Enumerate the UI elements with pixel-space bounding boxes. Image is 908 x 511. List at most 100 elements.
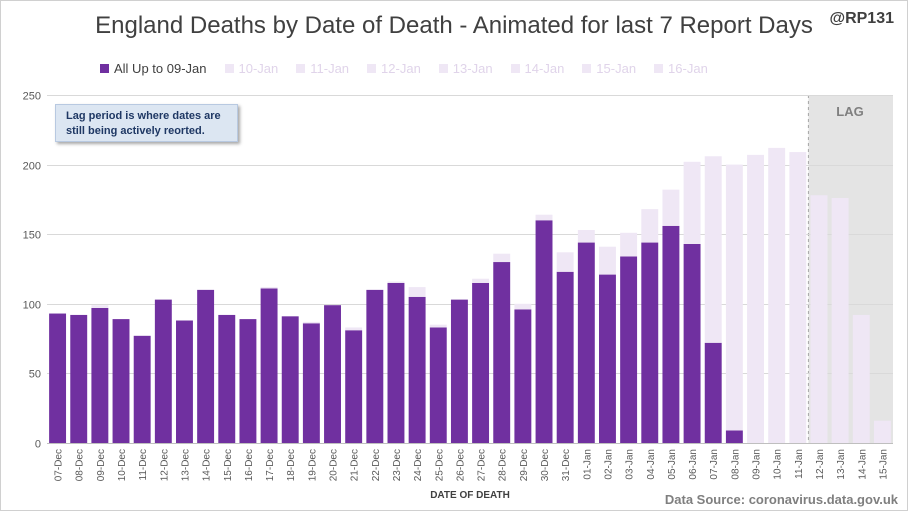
legend-label: 10-Jan: [238, 60, 279, 76]
x-tick-label: 20-Dec: [329, 449, 340, 481]
legend-item: 16-Jan: [654, 61, 708, 76]
x-tick-label: 25-Dec: [434, 449, 445, 481]
bar-base: [620, 256, 638, 443]
x-tick-label: 17-Dec: [265, 449, 276, 481]
bar-base: [725, 430, 743, 443]
x-tick-label: 05-Jan: [667, 449, 678, 480]
legend-swatch: [582, 63, 592, 73]
x-tick-label: 12-Jan: [815, 449, 826, 480]
bar-base: [91, 307, 109, 443]
x-tick-label: 08-Dec: [75, 449, 86, 481]
bar-later: [472, 278, 490, 283]
legend-swatch: [224, 63, 234, 73]
legend-label: 14-Jan: [524, 60, 565, 76]
legend-label: 13-Jan: [452, 60, 493, 76]
data-source: Data Source: coronavirus.data.gov.uk: [664, 492, 898, 507]
x-tick-label: 29-Dec: [519, 449, 530, 481]
bar-later: [387, 281, 405, 283]
x-tick-label: 31-Dec: [561, 449, 572, 481]
x-axis-title: DATE OF DEATH: [430, 490, 510, 501]
x-tick-label: 15-Jan: [878, 449, 889, 480]
legend-item: 12-Jan: [367, 61, 421, 76]
legend-label: 11-Jan: [310, 60, 350, 76]
bar-base: [641, 242, 659, 443]
legend-label: 15-Jan: [596, 60, 637, 76]
bar-later: [535, 214, 553, 221]
bar-base: [176, 320, 193, 443]
bar-later: [302, 321, 320, 324]
x-tick-label: 08-Jan: [730, 449, 741, 480]
bar-later: [429, 324, 447, 328]
legend-swatch: [510, 63, 520, 73]
legend-label: All Up to 09-Jan: [114, 60, 207, 76]
bar-base: [218, 314, 236, 443]
y-tick-label: 250: [23, 91, 41, 103]
bar-base: [493, 262, 511, 443]
chart-title: England Deaths by Date of Death - Animat…: [95, 12, 813, 39]
bar-base: [535, 220, 553, 443]
x-tick-label: 07-Dec: [54, 449, 65, 481]
x-tick-label: 18-Dec: [286, 449, 297, 481]
x-tick-label: 02-Jan: [603, 449, 614, 480]
bar-base: [704, 342, 722, 443]
bar-later: [345, 327, 363, 331]
bar-later: [577, 230, 595, 243]
bar-base: [366, 289, 384, 443]
x-tick-label: 23-Dec: [392, 449, 403, 481]
bar-later: [662, 189, 680, 226]
x-tick-label: 14-Dec: [202, 449, 213, 481]
bar-later: [683, 161, 701, 244]
x-tick-label: 19-Dec: [307, 449, 318, 481]
bar-later: [620, 232, 638, 257]
x-tick-label: 28-Dec: [498, 449, 509, 481]
bar-later: [91, 305, 109, 308]
bar-base: [112, 319, 130, 443]
x-tick-label: 06-Jan: [688, 449, 699, 480]
bar-base: [197, 289, 215, 443]
bar-base: [429, 327, 447, 443]
bar-later: [789, 152, 807, 443]
legend-label: 12-Jan: [381, 60, 421, 76]
bar-base: [599, 274, 616, 443]
bar-base: [154, 299, 172, 443]
lag-note-line-2: still being actively reorted.: [66, 125, 205, 137]
x-tick-label: 10-Jan: [773, 449, 784, 480]
bar-base: [345, 330, 363, 443]
x-tick-label: 27-Dec: [477, 449, 488, 481]
legend-item: 13-Jan: [438, 60, 493, 76]
bar-later: [493, 253, 511, 263]
x-tick-label: 16-Dec: [244, 449, 255, 481]
y-tick-label: 100: [23, 300, 41, 312]
x-tick-label: 13-Dec: [180, 449, 191, 481]
bar-base: [239, 319, 257, 443]
x-tick-label: 09-Dec: [96, 449, 107, 481]
bar-base: [472, 282, 490, 443]
x-tick-label: 01-Jan: [582, 449, 593, 480]
bar-base: [450, 299, 468, 443]
legend-item: 11-Jan: [296, 61, 349, 76]
bar-base: [514, 309, 532, 443]
bar-base: [577, 242, 595, 443]
x-tick-label: 26-Dec: [455, 449, 466, 481]
legend-swatch: [296, 63, 306, 73]
legend-swatch: [654, 63, 664, 73]
y-tick-label: 200: [23, 161, 41, 173]
lag-note-line-1: Lag period is where dates are: [66, 110, 221, 122]
bar-later: [514, 303, 532, 310]
axes: 0 50 100 150 200 250 07-Dec 08-Dec 09-Dec 10-Dec 1…: [23, 91, 893, 501]
legend-item: All Up to 09-Jan: [100, 61, 207, 76]
x-tick-label: 15-Dec: [223, 449, 234, 481]
x-tick-label: 21-Dec: [350, 449, 361, 481]
x-tick-label: 04-Jan: [646, 449, 657, 480]
y-tick-label: 0: [35, 439, 41, 451]
bar-base: [302, 323, 320, 443]
bar-later: [556, 252, 574, 272]
lag-note: Lag period is where dates are still bein…: [55, 104, 238, 142]
bar-later: [747, 154, 764, 444]
legend-swatch: [100, 63, 109, 73]
bar-base: [556, 271, 574, 443]
x-tick-label: 11-Jan: [794, 449, 805, 479]
bar-base: [324, 305, 341, 443]
bars: [49, 147, 891, 444]
